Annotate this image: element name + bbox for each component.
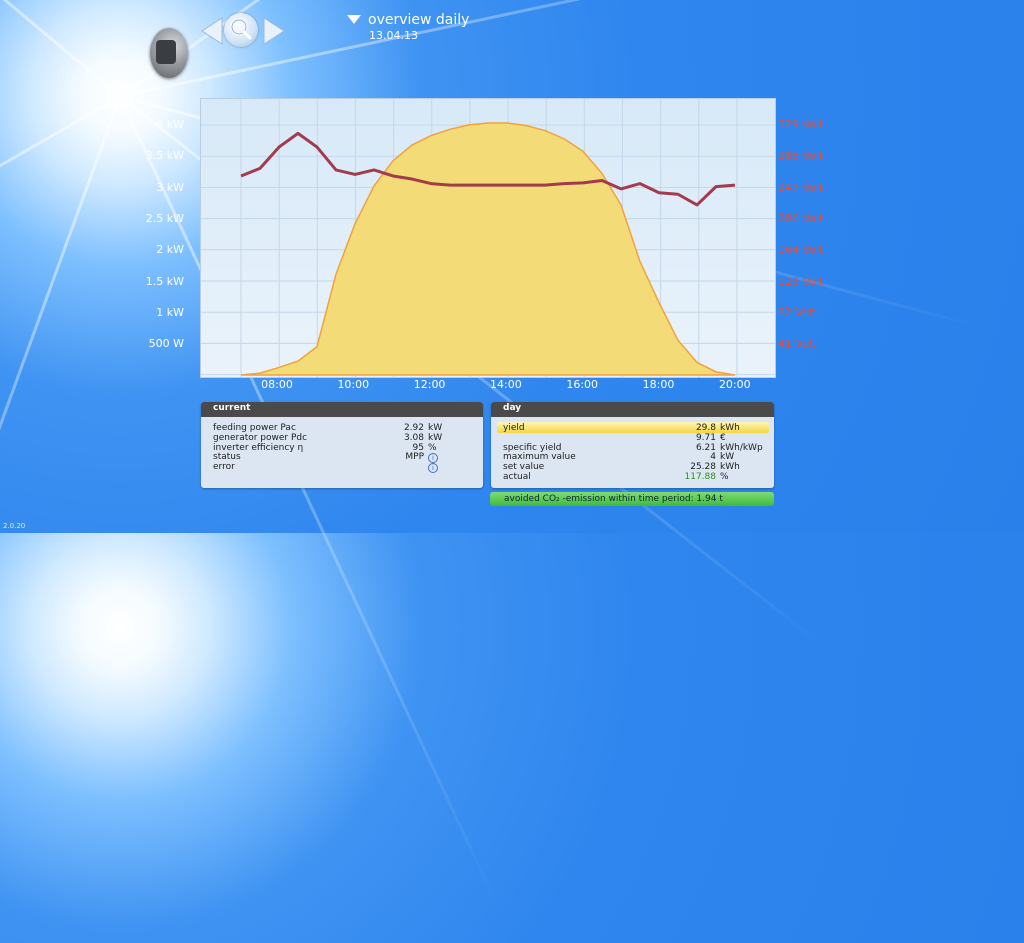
magnifier-icon bbox=[230, 18, 252, 40]
day-row-unit: kWh bbox=[720, 462, 740, 473]
current-row-label: error bbox=[213, 462, 235, 473]
next-arrow-icon[interactable] bbox=[258, 14, 292, 48]
current-row-label: generator power Pdc bbox=[213, 432, 308, 443]
day-row-unit: kWh/kWp bbox=[720, 442, 763, 453]
previous-arrow-icon[interactable] bbox=[198, 14, 232, 48]
x-axis-label: 16:00 bbox=[566, 378, 599, 391]
current-row-value: 95 bbox=[412, 442, 424, 453]
y-axis-label-voltage: 164 Volt bbox=[778, 243, 824, 257]
day-row-label: set value bbox=[503, 462, 545, 473]
current-row-unit: kW bbox=[428, 432, 443, 443]
x-axis-label: 18:00 bbox=[642, 378, 675, 391]
day-row-unit: kW bbox=[720, 452, 735, 463]
info-icon-glyph: i bbox=[428, 463, 438, 474]
day-row-label: specific yield bbox=[503, 442, 562, 453]
chart-area bbox=[200, 98, 776, 378]
day-row-value: 9.71 bbox=[695, 432, 716, 443]
y-axis-label-power: 3.5 kW bbox=[145, 149, 184, 163]
y-axis-label-voltage: 288 Volt bbox=[778, 149, 824, 163]
day-panel: day bbox=[491, 402, 774, 488]
current-row-label: inverter efficiency η bbox=[213, 442, 304, 453]
y-axis-label-power: 4 kW bbox=[156, 118, 184, 131]
info-icon[interactable]: i bbox=[428, 453, 438, 464]
y-axis-label-voltage: 247 Volt bbox=[778, 180, 824, 194]
y-axis-label-voltage: 82 Volt bbox=[778, 305, 817, 319]
x-axis-label: 10:00 bbox=[337, 378, 370, 391]
y-axis-label-power: 500 W bbox=[148, 337, 184, 351]
current-row-unit: % bbox=[428, 442, 437, 453]
yield-highlight bbox=[497, 422, 769, 433]
day-panel-title: day bbox=[491, 402, 774, 417]
current-row-label: feeding power Pac bbox=[213, 423, 296, 433]
current-panel: current bbox=[201, 402, 483, 488]
x-axis-label: 20:00 bbox=[718, 378, 751, 391]
y-axis-label-power: 1.5 kW bbox=[145, 274, 184, 288]
day-row-label: actual bbox=[503, 472, 531, 482]
daily-chart bbox=[201, 99, 775, 377]
day-row-label: maximum value bbox=[503, 452, 576, 463]
day-row-label: yield bbox=[503, 423, 525, 433]
current-panel-title: current bbox=[201, 402, 483, 417]
day-row-value: 117.88 bbox=[684, 472, 717, 482]
current-row-value: MPP bbox=[405, 452, 424, 463]
current-row-value: 2.92 bbox=[403, 423, 424, 433]
current-row-unit: kW bbox=[428, 423, 443, 433]
y-axis-label-voltage: 41 Volt bbox=[778, 337, 817, 351]
zoom-button[interactable] bbox=[224, 13, 258, 47]
x-axis-label: 12:00 bbox=[413, 378, 446, 391]
view-date: 13.04.13 bbox=[369, 29, 418, 42]
voltage-line-series bbox=[240, 131, 736, 207]
view-dropdown-icon[interactable] bbox=[347, 15, 361, 24]
y-axis-label-power: 3 kW bbox=[156, 180, 184, 194]
y-axis-label-power: 1 kW bbox=[156, 305, 184, 319]
co2-banner: avoided CO₂ -emission within time period… bbox=[490, 492, 774, 506]
sun-ray bbox=[0, 95, 121, 548]
y-axis-label-power: 2.5 kW bbox=[145, 211, 184, 225]
y-axis-label-voltage: 123 Volt bbox=[778, 274, 824, 288]
version-label: 2.0.20 bbox=[3, 522, 26, 530]
x-axis-label: 08:00 bbox=[261, 378, 293, 391]
view-title[interactable]: overview daily bbox=[368, 12, 470, 28]
current-row-value: 3.08 bbox=[403, 432, 424, 443]
x-axis-label: 14:00 bbox=[490, 378, 522, 391]
day-row-value: 6.21 bbox=[695, 442, 716, 453]
info-icon[interactable]: i bbox=[428, 463, 438, 474]
sun-ray bbox=[0, 0, 121, 98]
info-icon-glyph: i bbox=[428, 453, 438, 464]
sun-ray bbox=[0, 95, 122, 943]
inverter-logo-icon bbox=[150, 28, 188, 78]
day-row-unit: kWh bbox=[720, 423, 740, 433]
y-axis-label-power: 2 kW bbox=[156, 243, 184, 257]
day-row-unit: € bbox=[720, 432, 726, 443]
day-row-unit: % bbox=[720, 472, 729, 482]
day-row-value: 25.28 bbox=[690, 462, 716, 473]
current-row-label: status bbox=[213, 452, 241, 463]
day-row-value: 4 bbox=[710, 452, 716, 463]
power-area-series bbox=[240, 122, 736, 376]
y-axis-label-voltage: 329 Volt bbox=[778, 118, 824, 131]
y-axis-label-voltage: 206 Volt bbox=[778, 211, 824, 225]
day-row-value: 29.8 bbox=[695, 423, 716, 433]
